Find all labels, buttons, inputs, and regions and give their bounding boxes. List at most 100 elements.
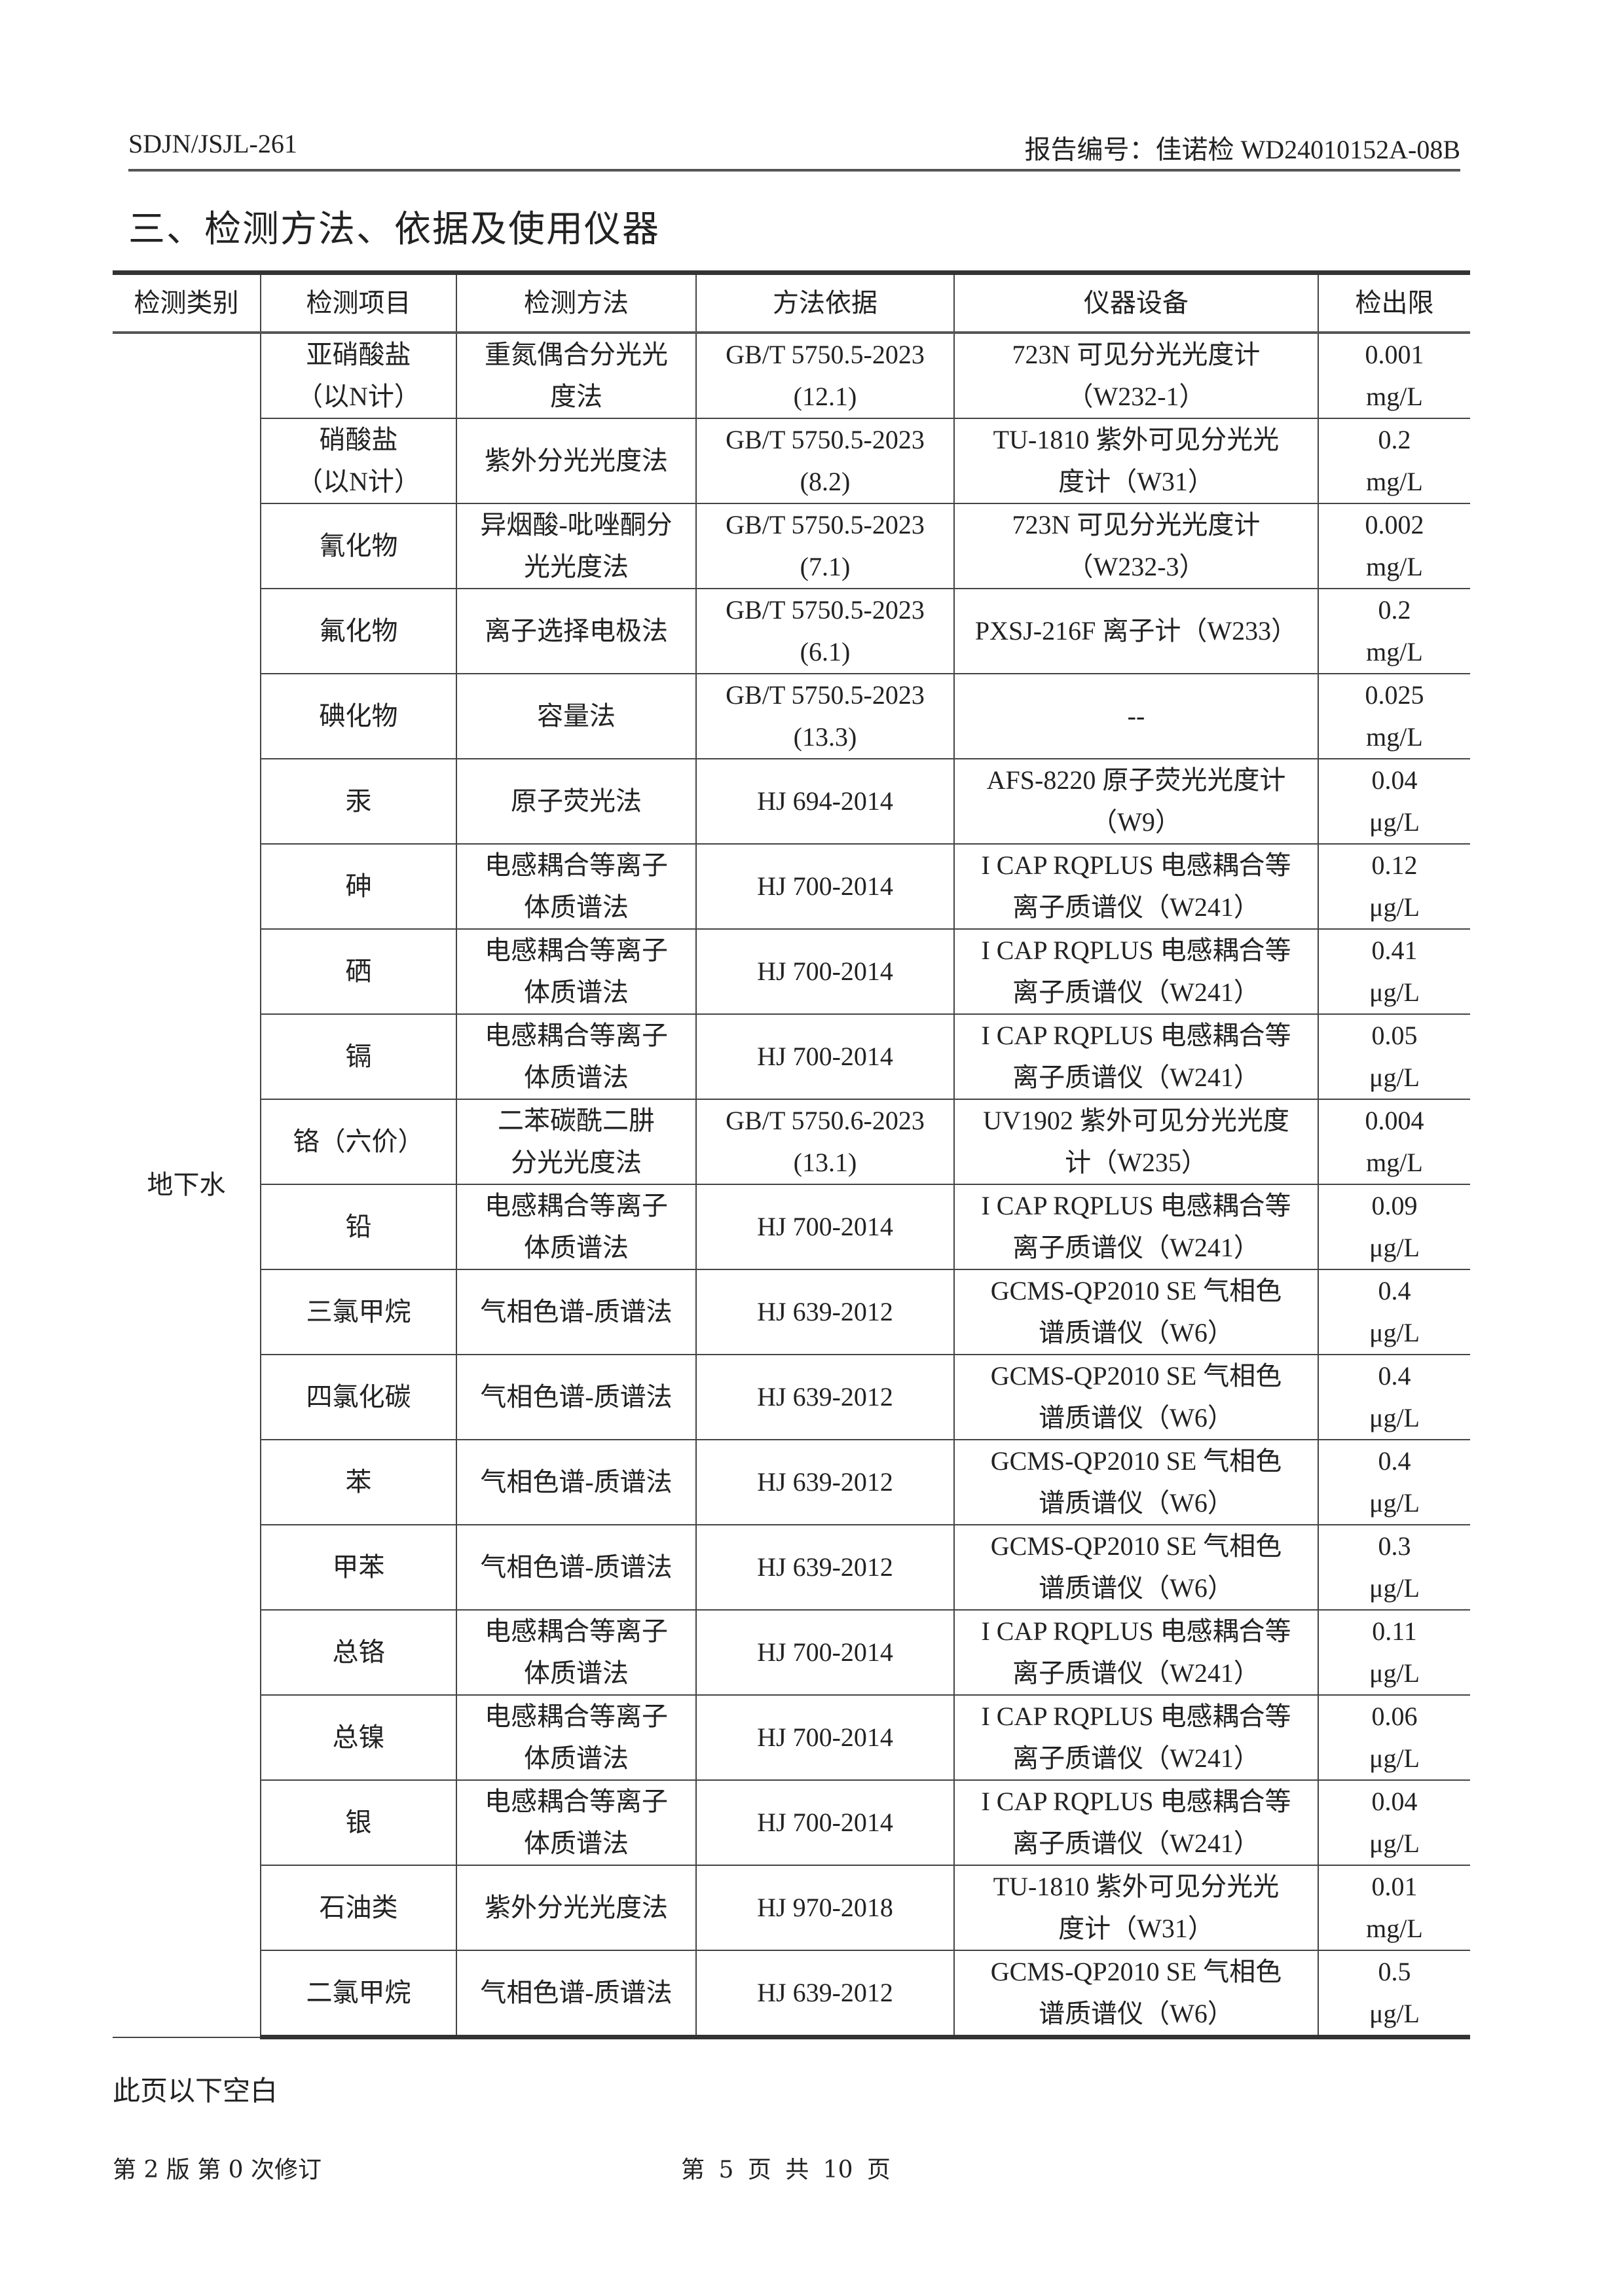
table-row: 四氯化碳 气相色谱-质谱法 HJ 639-2012 GCMS-QP2010 SE 气相… — [113, 1354, 1470, 1440]
limit-cell: 0.09 μg/L — [1318, 1184, 1470, 1270]
limit-cell: 0.04 μg/L — [1318, 758, 1470, 845]
table-row: 铅电感耦合等离子 体质谱法 HJ 700-2014 I CAP RQPLUS 电感耦… — [113, 1184, 1470, 1270]
basis-cell: GB/T 5750.5-2023 (12.1) — [695, 332, 955, 419]
instrument-cell: I CAP RQPLUS 电感耦合等 离子质谱仪（W241） — [953, 1779, 1319, 1866]
instrument-cell: GCMS-QP2010 SE 气相色 谱质谱仪（W6） — [953, 1950, 1319, 2039]
table-row: 氟化物 离子选择电极法 GB/T 5750.5-2023 (6.1) PXSJ-216… — [113, 588, 1470, 674]
header-divider — [128, 169, 1460, 172]
basis-cell: HJ 639-2012 — [695, 1354, 955, 1440]
basis-cell: HJ 700-2014 — [695, 1184, 955, 1270]
limit-cell: 0.002 mg/L — [1318, 503, 1470, 589]
limit-cell: 0.2 mg/L — [1318, 418, 1470, 504]
item-cell: 铬（六价） — [260, 1099, 457, 1185]
instrument-cell: TU-1810 紫外可见分光光 度计（W31） — [953, 418, 1319, 504]
instrument-cell: GCMS-QP2010 SE 气相色 谱质谱仪（W6） — [953, 1354, 1319, 1440]
instrument-cell: UV1902 紫外可见分光光度 计（W235） — [953, 1099, 1319, 1185]
report-number: 报告编号：佳诺检 WD24010152A-08B — [1024, 135, 1460, 164]
item-cell: 石油类 — [260, 1865, 457, 1951]
limit-cell: 0.06 μg/L — [1318, 1694, 1470, 1781]
item-cell: 银 — [260, 1779, 457, 1866]
item-cell: 苯 — [260, 1439, 457, 1525]
table-header-row: 检测类别 检测项目 检测方法 方法依据 仪器设备 检出限 — [113, 270, 1470, 334]
method-cell: 气相色谱-质谱法 — [456, 1524, 697, 1611]
table-row: 二氯甲烷 气相色谱-质谱法 HJ 639-2012 GCMS-QP2010 SE 气相… — [113, 1950, 1470, 2039]
basis-cell: GB/T 5750.5-2023 (8.2) — [695, 418, 955, 504]
method-cell: 原子荧光法 — [456, 758, 697, 845]
instrument-cell: I CAP RQPLUS 电感耦合等 离子质谱仪（W241） — [953, 928, 1319, 1015]
basis-cell: HJ 700-2014 — [695, 1013, 955, 1100]
table-row: 三氯甲烷 气相色谱-质谱法 HJ 639-2012 GCMS-QP2010 SE 气相… — [113, 1269, 1470, 1355]
basis-cell: HJ 639-2012 — [695, 1439, 955, 1525]
basis-cell: HJ 694-2014 — [695, 758, 955, 845]
limit-cell: 0.001 mg/L — [1318, 332, 1470, 419]
item-cell: 三氯甲烷 — [260, 1269, 457, 1355]
basis-cell: HJ 700-2014 — [695, 1779, 955, 1866]
method-cell: 电感耦合等离子 体质谱法 — [456, 1609, 697, 1696]
method-cell: 电感耦合等离子 体质谱法 — [456, 843, 697, 930]
method-cell: 气相色谱-质谱法 — [456, 1354, 697, 1440]
basis-cell: HJ 700-2014 — [695, 843, 955, 930]
item-cell: 铅 — [260, 1184, 457, 1270]
table-row: 银电感耦合等离子 体质谱法 HJ 700-2014 I CAP RQPLUS 电感耦… — [113, 1779, 1470, 1866]
table-row: 石油类 紫外分光光度法 HJ 970-2018 TU-1810 紫外可见分光光 度计（… — [113, 1865, 1470, 1951]
method-cell: 电感耦合等离子 体质谱法 — [456, 1694, 697, 1781]
column-header: 检测方法 — [456, 270, 697, 334]
table-row: 氰化物 异烟酸-吡唑酮分 光光度法 GB/T 5750.5-2023 (7.1) 72… — [113, 503, 1470, 589]
methods-table: 检测类别 检测项目 检测方法 方法依据 仪器设备 检出限 地下水 亚硝酸盐 （以N… — [113, 270, 1470, 2039]
instrument-cell: TU-1810 紫外可见分光光 度计（W31） — [953, 1865, 1319, 1951]
method-cell: 重氮偶合分光光 度法 — [456, 332, 697, 419]
method-cell: 异烟酸-吡唑酮分 光光度法 — [456, 503, 697, 589]
basis-cell: GB/T 5750.5-2023 (13.3) — [695, 673, 955, 759]
method-cell: 容量法 — [456, 673, 697, 759]
limit-cell: 0.4 μg/L — [1318, 1269, 1470, 1355]
table-row: 砷电感耦合等离子 体质谱法 HJ 700-2014 I CAP RQPLUS 电感耦… — [113, 843, 1470, 930]
table-row: 硒电感耦合等离子 体质谱法 HJ 700-2014 I CAP RQPLUS 电感耦… — [113, 928, 1470, 1015]
limit-cell: 0.025 mg/L — [1318, 673, 1470, 759]
method-cell: 电感耦合等离子 体质谱法 — [456, 928, 697, 1015]
item-cell: 氰化物 — [260, 503, 457, 589]
item-cell: 碘化物 — [260, 673, 457, 759]
item-cell: 四氯化碳 — [260, 1354, 457, 1440]
column-header: 检测项目 — [260, 270, 457, 334]
item-cell: 二氯甲烷 — [260, 1950, 457, 2039]
instrument-cell: 723N 可见分光光度计 （W232-3） — [953, 503, 1319, 589]
table-row: 碘化物 容量法 GB/T 5750.5-2023 (13.3) -- 0.025 mg/… — [113, 673, 1470, 759]
instrument-cell: I CAP RQPLUS 电感耦合等 离子质谱仪（W241） — [953, 1013, 1319, 1100]
method-cell: 气相色谱-质谱法 — [456, 1269, 697, 1355]
basis-cell: GB/T 5750.5-2023 (6.1) — [695, 588, 955, 674]
instrument-cell: I CAP RQPLUS 电感耦合等 离子质谱仪（W241） — [953, 843, 1319, 930]
instrument-cell: AFS-8220 原子荧光光度计 （W9） — [953, 758, 1319, 845]
basis-cell: HJ 970-2018 — [695, 1865, 955, 1951]
method-cell: 电感耦合等离子 体质谱法 — [456, 1184, 697, 1270]
instrument-cell: -- — [953, 673, 1319, 759]
method-cell: 二苯碳酰二肼 分光光度法 — [456, 1099, 697, 1185]
table-row: 汞原子荧光法 HJ 694-2014 AFS-8220 原子荧光光度计 （W9） 0.… — [113, 758, 1470, 845]
table-row: 硝酸盐 （以N计） 紫外分光光度法 GB/T 5750.5-2023 (8.2) TU… — [113, 418, 1470, 504]
item-cell: 亚硝酸盐 （以N计） — [260, 332, 457, 419]
column-header: 方法依据 — [695, 270, 955, 334]
limit-cell: 0.12 μg/L — [1318, 843, 1470, 930]
limit-cell: 0.5 μg/L — [1318, 1950, 1470, 2039]
table-row: 镉电感耦合等离子 体质谱法 HJ 700-2014 I CAP RQPLUS 电感耦… — [113, 1013, 1470, 1100]
item-cell: 总镍 — [260, 1694, 457, 1781]
table-row: 地下水 亚硝酸盐 （以N计） 重氮偶合分光光 度法 GB/T 5750.5-2023 … — [113, 332, 1470, 2038]
section-title: 三、检测方法、依据及使用仪器 — [128, 208, 660, 251]
limit-cell: 0.3 μg/L — [1318, 1524, 1470, 1611]
instrument-cell: I CAP RQPLUS 电感耦合等 离子质谱仪（W241） — [953, 1184, 1319, 1270]
basis-cell: HJ 700-2014 — [695, 1694, 955, 1781]
column-header: 仪器设备 — [953, 270, 1319, 334]
limit-cell: 0.01 mg/L — [1318, 1865, 1470, 1951]
limit-cell: 0.2 mg/L — [1318, 588, 1470, 674]
basis-cell: HJ 700-2014 — [695, 1609, 955, 1696]
instrument-cell: I CAP RQPLUS 电感耦合等 离子质谱仪（W241） — [953, 1694, 1319, 1781]
limit-cell: 0.11 μg/L — [1318, 1609, 1470, 1696]
basis-cell: HJ 639-2012 — [695, 1950, 955, 2039]
document-code: SDJN/JSJL-261 — [128, 129, 297, 158]
blank-below-note: 此页以下空白 — [113, 2075, 278, 2107]
item-cell: 总铬 — [260, 1609, 457, 1696]
table-row: 苯气相色谱-质谱法 HJ 639-2012 GCMS-QP2010 SE 气相色 谱… — [113, 1439, 1470, 1525]
method-cell: 气相色谱-质谱法 — [456, 1439, 697, 1525]
page-number: 第 5 页 共 10 页 — [681, 2157, 891, 2183]
table-row: 甲苯 气相色谱-质谱法 HJ 639-2012 GCMS-QP2010 SE 气相色 … — [113, 1524, 1470, 1611]
method-cell: 电感耦合等离子 体质谱法 — [456, 1779, 697, 1866]
